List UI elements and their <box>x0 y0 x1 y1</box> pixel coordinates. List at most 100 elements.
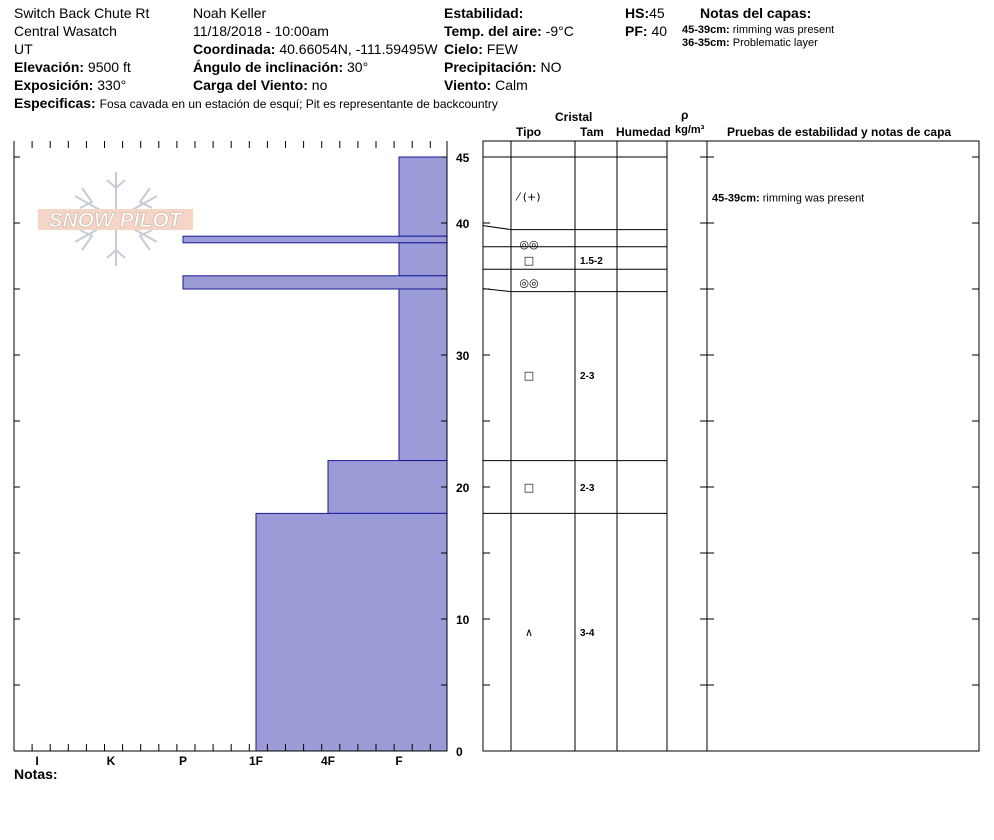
moisture-header: Humedad <box>616 125 671 139</box>
elevation-value: 9500 ft <box>87 59 131 75</box>
pf-value: 40 <box>651 23 668 39</box>
specifics: Especificas: Fosa cavada en un estación … <box>14 95 498 111</box>
test-note-range: 45-39cm: <box>712 193 763 205</box>
wind-value: Calm <box>495 77 528 93</box>
observation-datetime: 11/18/2018 - 10:00am <box>193 23 329 39</box>
crystal-size: 1.5-2 <box>580 256 603 267</box>
air-temp: Temp. del aire: -9°C <box>444 23 574 39</box>
depth-tick-label: 40 <box>456 217 470 231</box>
aspect-value: 330° <box>97 77 127 93</box>
wind-load-label: Carga del Viento: <box>193 77 308 93</box>
sky: Cielo: FEW <box>444 41 518 57</box>
coord-value: 40.66054N, -111.59495W <box>279 41 438 57</box>
hardness-bar <box>255 512 448 752</box>
air-temp-value: -9°C <box>545 23 574 39</box>
depth-tick-label: 0 <box>456 745 463 759</box>
layer-notes-title: Notas del capas: <box>700 5 812 21</box>
route-name: Switch Back Chute Rt <box>14 5 150 21</box>
hardness-category-label: F <box>395 754 402 768</box>
layer-note-text: rimming was present <box>732 24 835 36</box>
wind-load: Carga del Viento: no <box>193 77 327 93</box>
hardness-bar <box>398 156 448 237</box>
hardness-bars <box>182 156 448 752</box>
wind: Viento: Calm <box>444 77 528 93</box>
pf-label: PF: <box>625 23 648 39</box>
crystal-size: 2-3 <box>580 371 595 382</box>
air-temp-label: Temp. del aire: <box>444 23 542 39</box>
sky-label: Cielo: <box>444 41 483 57</box>
layer-connector <box>482 225 512 231</box>
test-note: 45-39cm: rimming was present <box>712 193 864 205</box>
layer-note-text: Problematic layer <box>732 37 818 49</box>
precipitation: Precipitación: NO <box>444 59 561 75</box>
crystal-type-symbol: ◎◎ <box>519 238 538 251</box>
specifics-label: Especificas: <box>14 95 96 111</box>
hardness-bar <box>398 288 448 462</box>
hardness-category-label: P <box>179 754 187 768</box>
crystal-type-symbol: □ <box>524 481 534 494</box>
slope-label: Ángulo de inclinación: <box>193 59 344 75</box>
coord-label: Coordinada: <box>193 41 276 57</box>
density-unit-header: kg/m³ <box>675 124 705 136</box>
hardness-category-label: I <box>35 754 38 768</box>
depth-tick-label: 10 <box>456 613 470 627</box>
slope-angle: Ángulo de inclinación: 30° <box>193 59 368 75</box>
layer-note-range: 45-39cm: <box>682 24 730 36</box>
layer-note: 36-35cm: Problematic layer <box>682 37 818 50</box>
precip-label: Precipitación: <box>444 59 537 75</box>
range-name: Central Wasatch <box>14 23 117 39</box>
hardness-bar <box>182 275 448 290</box>
stability-label: Estabilidad: <box>444 5 524 21</box>
hs-label: HS: <box>625 5 650 21</box>
state-name: UT <box>14 41 33 57</box>
hardness-axis-labels: I K P 1F 4F F <box>35 754 402 768</box>
elevation-label: Elevación: <box>14 59 85 75</box>
layer-table <box>482 140 980 752</box>
slope-value: 30° <box>347 59 369 75</box>
penetration-foot: PF: 40 <box>625 23 667 39</box>
crystal-type-symbol: □ <box>524 369 534 382</box>
test-note-text: rimming was present <box>763 193 864 205</box>
layer-connector <box>482 288 512 293</box>
notes-label: Notas: <box>14 766 58 782</box>
crystal-size: 2-3 <box>580 483 595 494</box>
type-header: Tipo <box>516 125 542 139</box>
crystal-rows: ⁄ (+) ◎◎ □ 1.5-2 ◎◎ □ 2-3 □ 2-3 ∧ 3-4 <box>514 191 603 640</box>
depth-tick-label: 20 <box>456 481 470 495</box>
crystal-size: 3-4 <box>580 628 595 639</box>
logo-band <box>38 209 193 230</box>
elevation: Elevación: 9500 ft <box>14 59 131 75</box>
hs-value: 45 <box>649 5 665 21</box>
hardness-category-label: 4F <box>321 754 335 768</box>
aspect-label: Exposición: <box>14 77 94 93</box>
logo-text: SNOW PILOT <box>49 209 184 232</box>
crystal-type-symbol: ◎◎ <box>519 276 538 289</box>
tests-header: Pruebas de estabilidad y notas de capa <box>727 125 952 139</box>
wind-load-value: no <box>311 77 328 93</box>
crystal-header: Cristal <box>555 110 593 124</box>
observer-name: Noah Keller <box>193 5 267 21</box>
crystal-type-symbol: □ <box>524 254 534 267</box>
sky-value: FEW <box>486 41 518 57</box>
specifics-value: Fosa cavada en un estación de esquí; Pit… <box>99 97 498 111</box>
depth-tick-label: 30 <box>456 349 470 363</box>
layer-note-range: 36-35cm: <box>682 37 730 49</box>
hardness-bar <box>398 242 448 277</box>
snow-height: HS:45 <box>625 5 665 21</box>
hardness-category-label: K <box>107 754 116 768</box>
snowpilot-logo: SNOW PILOT <box>38 172 193 266</box>
test-notes: 45-39cm: rimming was present <box>712 193 864 205</box>
table-frame <box>482 140 980 752</box>
hardness-bar <box>327 460 448 514</box>
wind-label: Viento: <box>444 77 492 93</box>
hardness-bar <box>182 235 448 244</box>
precip-value: NO <box>540 59 562 75</box>
crystal-type-symbol: ⁄ (+) <box>514 191 540 204</box>
coordinates: Coordinada: 40.66054N, -111.59495W <box>193 41 438 57</box>
depth-tick-label: 45 <box>456 151 470 165</box>
rho-header: ρ <box>681 108 689 122</box>
size-header: Tam <box>580 125 604 139</box>
crystal-type-symbol: ∧ <box>525 626 533 639</box>
depth-axis-labels: 0 10 20 30 40 45 <box>456 151 470 759</box>
